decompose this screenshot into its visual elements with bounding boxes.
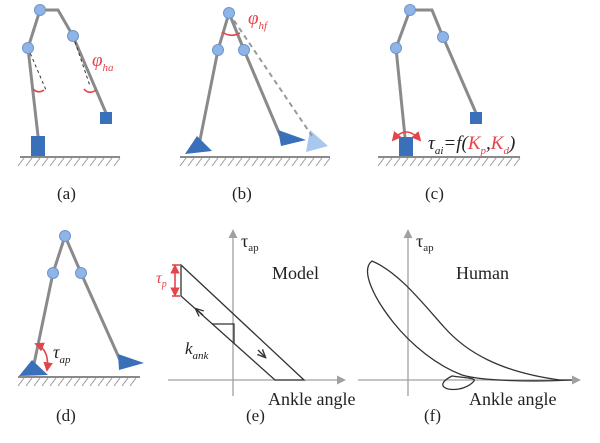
ankle-torque-arrow-d — [34, 342, 53, 372]
title-f: Human — [456, 263, 509, 283]
robot-legs-d — [32, 234, 122, 366]
caption-a: (a) — [57, 184, 76, 203]
panel-f: τap Human Ankle angle (f) — [358, 229, 581, 425]
human-small-loop-f — [442, 375, 475, 391]
hip-joint-a — [34, 4, 46, 16]
foot-block-c1 — [399, 137, 413, 156]
k-ank-label-e: kank — [185, 339, 210, 362]
stance-foot-d — [19, 360, 48, 376]
caption-e: (e) — [246, 406, 265, 425]
x-axis-label-e: Ankle angle — [268, 389, 355, 409]
loop-arrow-down-e — [258, 350, 265, 357]
knee-joint-d1 — [47, 267, 59, 279]
ground-a — [17, 156, 121, 167]
loop-arrow-up-e — [196, 309, 203, 315]
hip-joint-c — [404, 4, 416, 16]
swing-foot-d — [118, 354, 144, 370]
panel-e: τap Model τp kank Ankle angle (e) — [156, 229, 355, 425]
slope-triangle-e — [212, 323, 235, 343]
phi-ha-label: φha — [92, 50, 114, 74]
panel-c: τai=f(Kp,Kd) (c) — [377, 4, 521, 203]
foot-block-c2 — [470, 112, 482, 124]
hip-joint-b — [223, 7, 235, 19]
tau-ap-label-d: τap — [53, 342, 71, 366]
stance-foot-b — [185, 136, 212, 154]
knee-joint-a2 — [67, 30, 79, 42]
panel-a: φha (a) — [17, 4, 121, 203]
title-e: Model — [272, 263, 319, 283]
caption-c: (c) — [425, 184, 444, 203]
ground-b — [179, 156, 331, 167]
ground-d — [17, 376, 140, 387]
robot-legs-c — [394, 8, 478, 139]
human-loop-f — [366, 260, 573, 382]
tau-p-label-e: τp — [156, 270, 167, 290]
caption-b: (b) — [232, 184, 252, 203]
x-axis-label-f: Ankle angle — [469, 389, 556, 409]
swing-leg-ghost-b — [228, 12, 313, 137]
foot-block-a1 — [31, 136, 45, 156]
caption-f: (f) — [424, 406, 441, 425]
y-axis-label-f: τap — [416, 231, 434, 254]
model-loop-e — [180, 263, 306, 381]
panel-b: φhf (b) — [179, 7, 331, 203]
panel-d: τap (d) — [17, 230, 144, 425]
robot-legs-a — [26, 8, 108, 138]
caption-d: (d) — [56, 406, 76, 425]
robot-legs-b — [198, 11, 282, 142]
knee-joint-c1 — [390, 42, 402, 54]
knee-joint-b1 — [212, 44, 224, 56]
phi-hf-label: φhf — [248, 8, 269, 32]
swing-foot-b — [278, 130, 306, 146]
torque-equation-c: τai=f(Kp,Kd) — [428, 133, 515, 157]
knee-joint-c2 — [437, 31, 449, 43]
knee-joint-d2 — [75, 267, 87, 279]
knee-joint-b2 — [238, 44, 250, 56]
knee-joint-a1 — [22, 42, 34, 54]
ground-c — [377, 156, 521, 167]
y-axis-label-e: τap — [241, 231, 259, 254]
foot-block-a2 — [100, 112, 112, 124]
hip-joint-d — [59, 230, 71, 242]
ankle-torque-arrow-c — [391, 131, 422, 142]
